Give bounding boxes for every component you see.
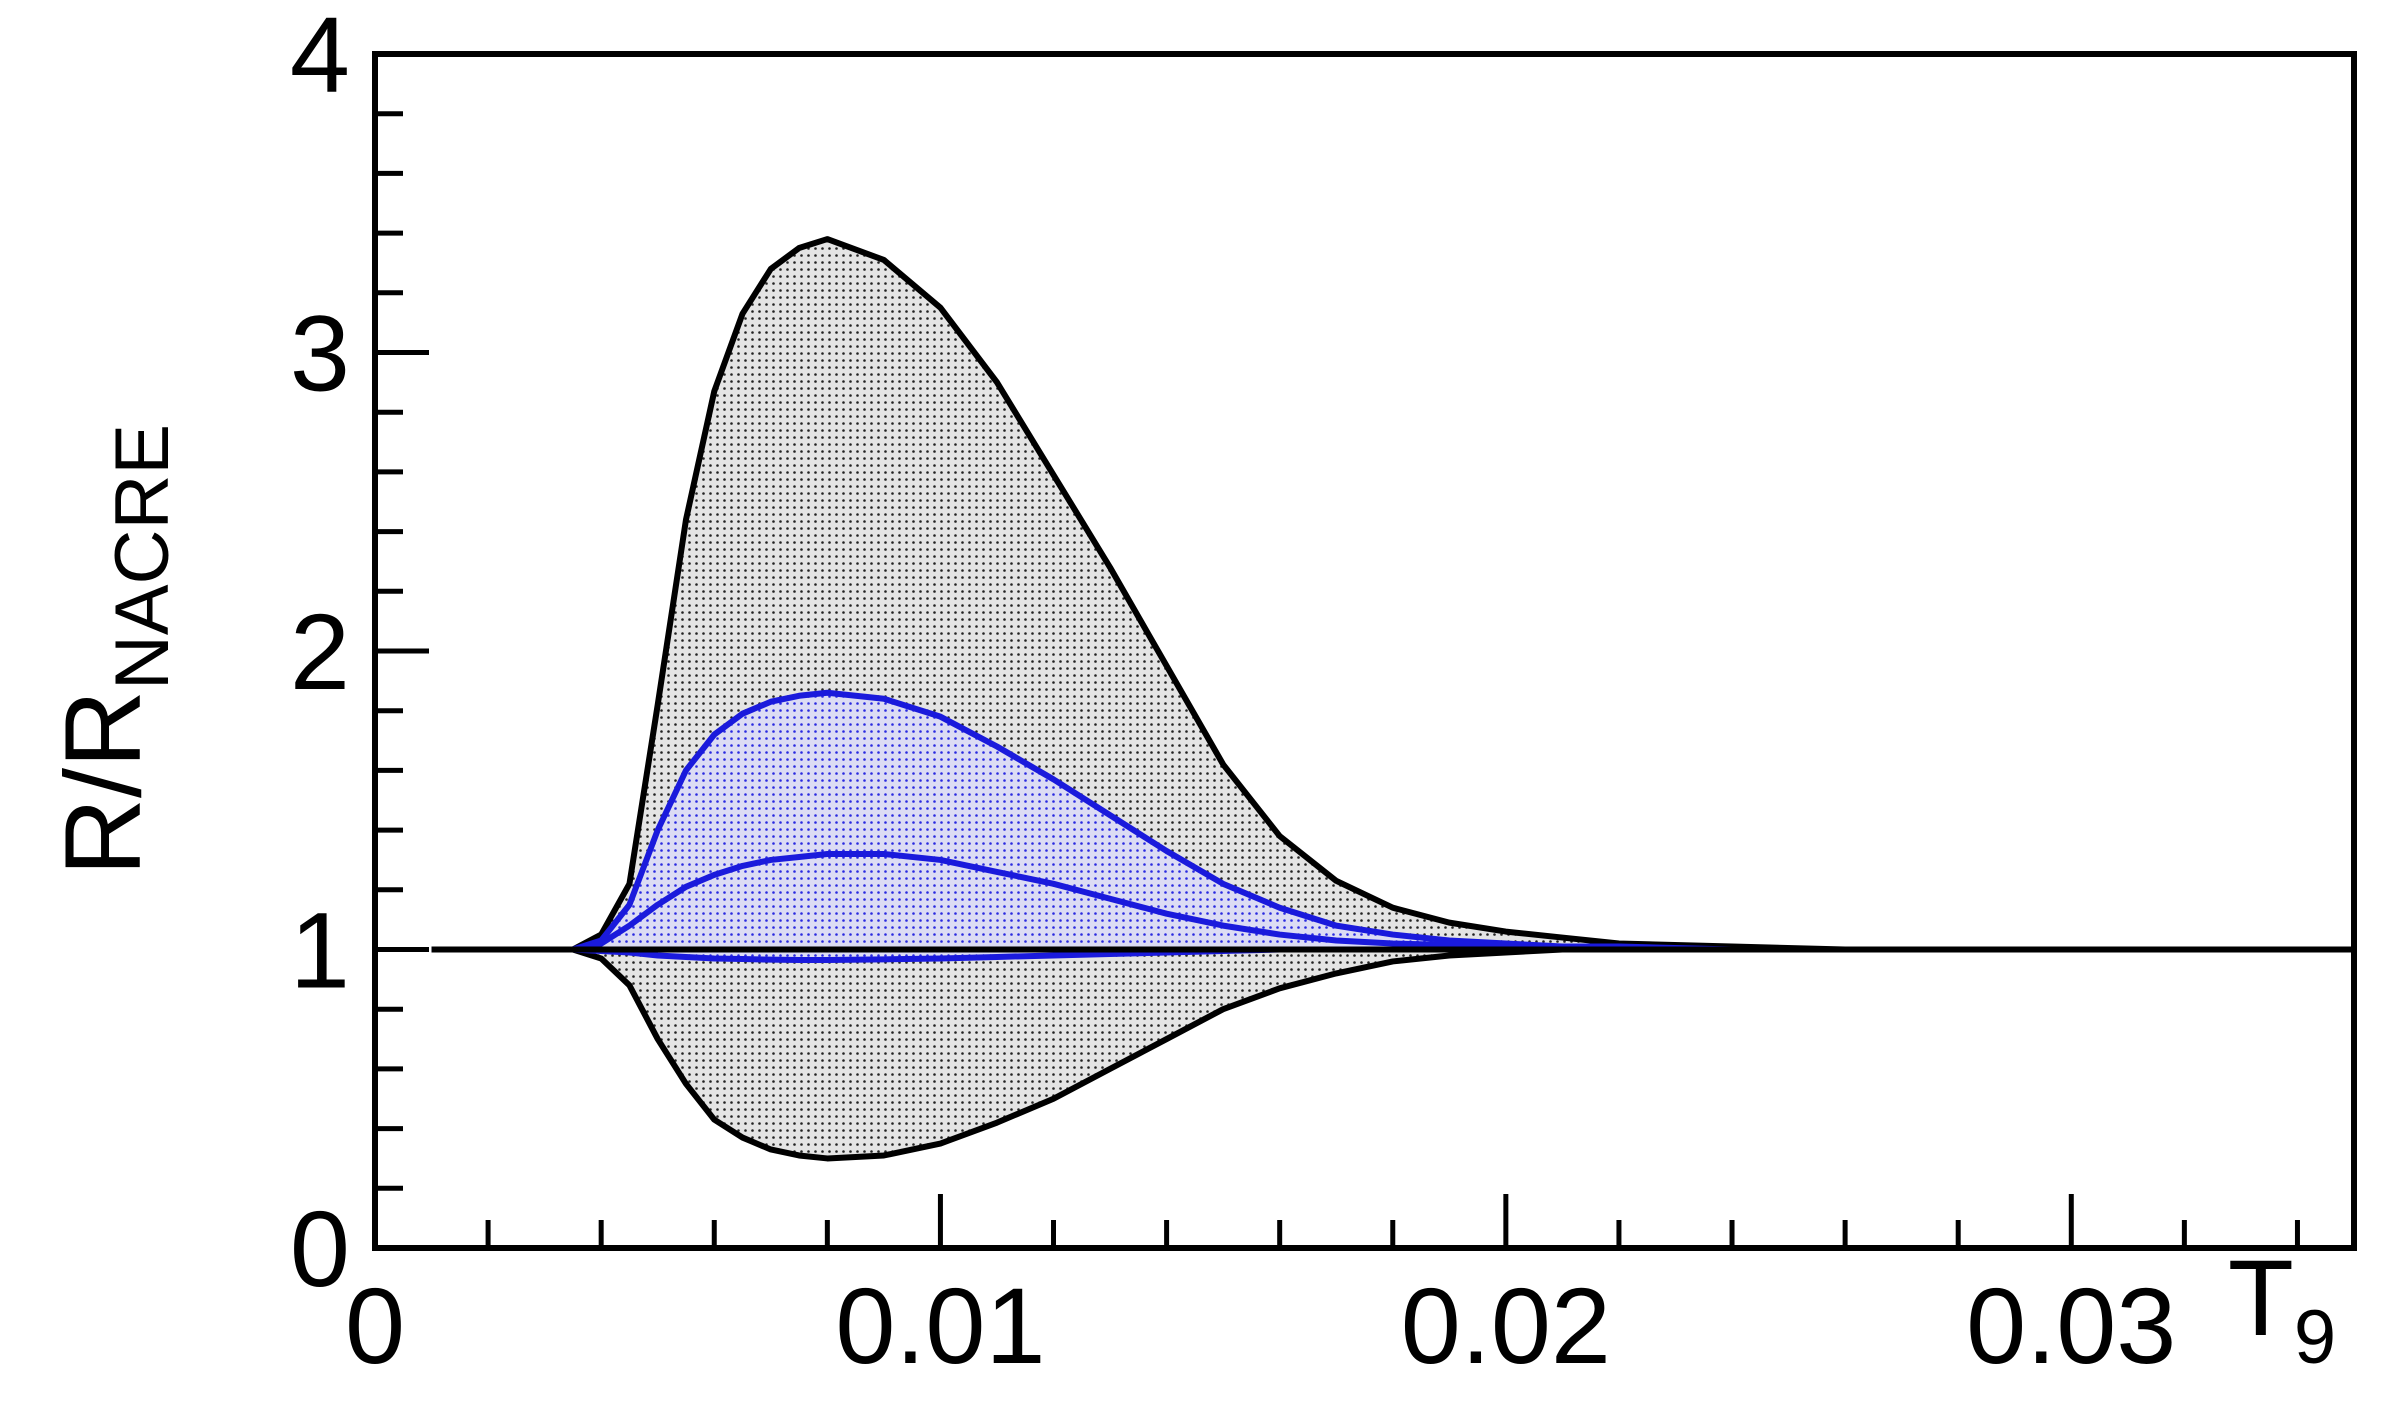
- x-tick-label: 0.02: [1401, 1265, 1611, 1386]
- y-tick-label: 0: [290, 1188, 350, 1309]
- series-line: [431, 236, 2354, 953]
- band-fill: [431, 692, 2354, 960]
- x-axis-label: T9: [2228, 1237, 2336, 1380]
- x-tick-label: 0: [345, 1265, 405, 1386]
- y-tick-label: 4: [290, 0, 350, 115]
- y-axis-label: R/RNACRE: [42, 424, 185, 876]
- y-tick-label: 2: [290, 591, 350, 712]
- x-tick-label: 0.03: [1966, 1265, 2176, 1386]
- y-tick-label: 1: [290, 890, 350, 1011]
- y-tick-label: 3: [290, 293, 350, 414]
- x-tick-label: 0.01: [835, 1265, 1045, 1386]
